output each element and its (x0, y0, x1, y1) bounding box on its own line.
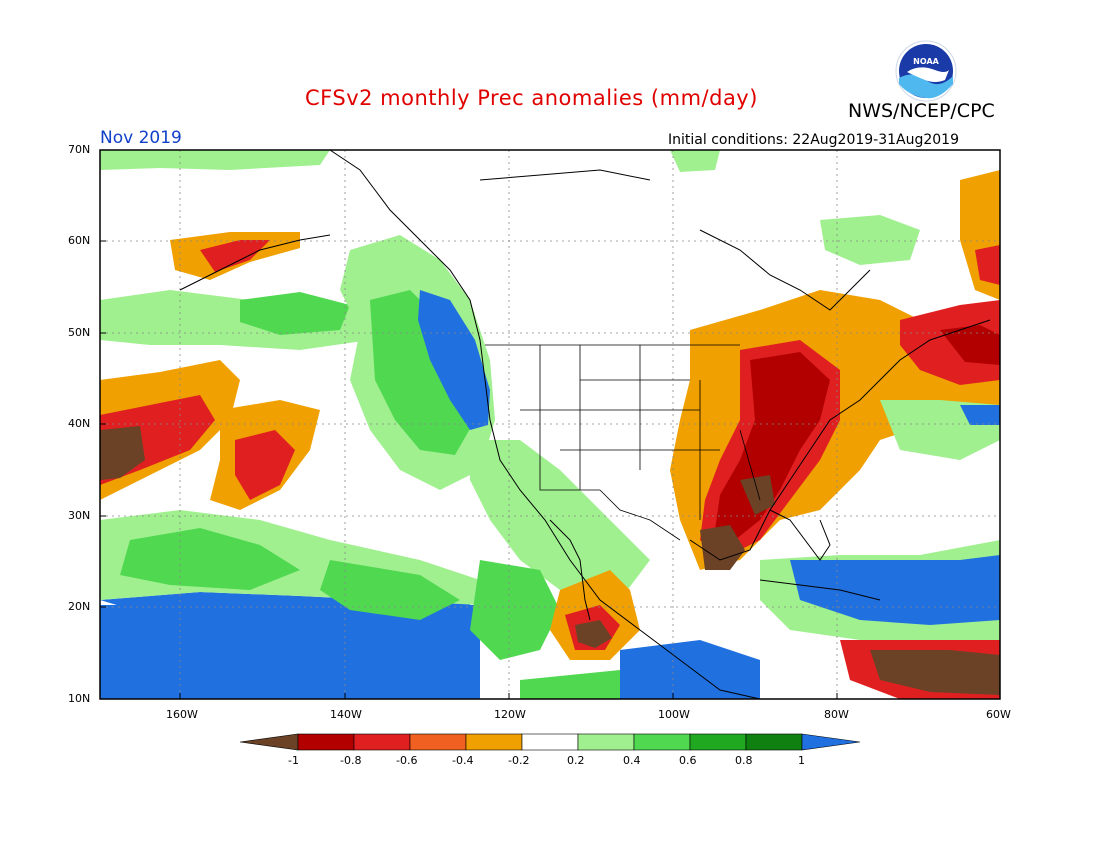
colorbar-label: 0.2 (567, 754, 585, 767)
anomaly-fields (100, 150, 1000, 699)
lat-label-50n: 50N (68, 326, 91, 339)
initial-conditions: Initial conditions: 22Aug2019-31Aug2019 (668, 132, 959, 148)
colorbar-label: -0.2 (508, 754, 530, 767)
forecast-month: Nov 2019 (100, 128, 182, 148)
colorbar-low-arrow (239, 733, 299, 751)
lon-label-160w: 160W (166, 708, 198, 721)
lat-label-20n: 20N (68, 600, 91, 613)
lon-label-120w: 120W (494, 708, 526, 721)
colorbar-high-arrow (801, 733, 861, 751)
colorbar-label: 1 (798, 754, 805, 767)
colorbar-label: -0.4 (452, 754, 474, 767)
lon-label-60w: 60W (986, 708, 1011, 721)
colorbar-label: 0.4 (623, 754, 641, 767)
colorbar-bin-9 (745, 733, 803, 751)
colorbar-bin-8 (689, 733, 747, 751)
colorbar-bin-2 (353, 733, 411, 751)
coastlines (179, 149, 991, 700)
colorbar-bin-6 (577, 733, 635, 751)
colorbar-label: 0.6 (679, 754, 697, 767)
svg-text:NOAA: NOAA (913, 57, 939, 66)
colorbar-bin-5 (521, 733, 579, 751)
colorbar-label: -0.6 (396, 754, 418, 767)
lat-label-70n: 70N (68, 143, 91, 156)
lon-label-140w: 140W (330, 708, 362, 721)
lat-label-30n: 30N (68, 509, 91, 522)
lat-label-60n: 60N (68, 234, 91, 247)
noaa-logo-icon: NOAA (895, 40, 957, 102)
colorbar-bin-7 (633, 733, 691, 751)
colorbar-label: -0.8 (340, 754, 362, 767)
borders (485, 344, 761, 541)
colorbar (239, 733, 861, 751)
lat-label-10n: 10N (68, 692, 91, 705)
lon-label-80w: 80W (824, 708, 849, 721)
colorbar-bin-3 (409, 733, 467, 751)
graticule (100, 150, 1000, 699)
colorbar-label: 0.8 (735, 754, 753, 767)
lat-label-40n: 40N (68, 417, 91, 430)
colorbar-bin-1 (297, 733, 355, 751)
colorbar-bin-4 (465, 733, 523, 751)
chart-title: CFSv2 monthly Prec anomalies (mm/day) (305, 86, 758, 110)
lon-label-100w: 100W (658, 708, 690, 721)
colorbar-label: -1 (288, 754, 299, 767)
agency-label: NWS/NCEP/CPC (848, 100, 995, 122)
